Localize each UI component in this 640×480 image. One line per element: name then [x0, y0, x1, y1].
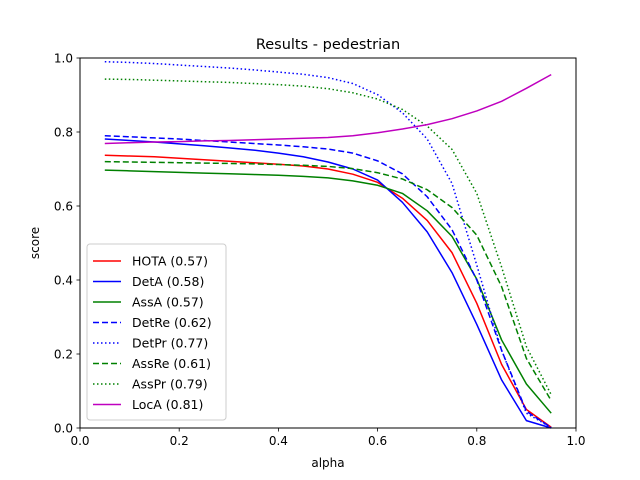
legend-entry-label: AssPr (0.79): [132, 377, 208, 392]
legend: HOTA (0.57) DetA (0.58) AssA (0.57) DetRe (…: [86, 243, 227, 421]
y-tick-label: 0.6: [54, 200, 73, 214]
x-tick-label: 0.6: [368, 434, 387, 448]
x-tick-label: 0.0: [70, 434, 89, 448]
series-line-5: [104, 160, 552, 402]
x-tick-label: 0.2: [170, 434, 189, 448]
x-tick-label: 1.0: [566, 434, 585, 448]
plot-lines: [104, 60, 552, 429]
chart-title: Results - pedestrian: [256, 37, 400, 53]
y-tick-label: 1.0: [54, 52, 73, 66]
legend-box: [86, 243, 227, 421]
legend-entry-label: LocA (0.81): [132, 397, 203, 412]
x-tick-label: 0.8: [467, 434, 486, 448]
x-tick-label: 0.4: [269, 434, 288, 448]
legend-entry-label: DetPr (0.77): [132, 336, 208, 351]
series-line-3: [104, 134, 552, 429]
x-axis-label: alpha: [311, 456, 344, 470]
y-axis-label: score: [28, 227, 42, 259]
series-line-1: [104, 138, 552, 429]
legend-entry-label: DetA (0.58): [132, 274, 204, 289]
y-tick-label: 0.4: [54, 274, 73, 288]
y-tick-label: 0.0: [54, 422, 73, 436]
y-axis: 0.0 0.2 0.4 0.6 0.8 1.0: [54, 52, 80, 436]
series-line-7: [104, 73, 552, 145]
plot-frame: [79, 57, 577, 429]
y-tick-label: 0.2: [54, 348, 73, 362]
y-tick-label: 0.8: [54, 126, 73, 140]
legend-entry-label: AssRe (0.61): [132, 356, 211, 371]
series-line-0: [104, 154, 552, 428]
x-axis: 0.0 0.2 0.4 0.6 0.8 1.0: [70, 428, 586, 448]
legend-entry-label: AssA (0.57): [132, 295, 204, 310]
legend-entry-label: HOTA (0.57): [132, 254, 208, 269]
legend-entry-label: DetRe (0.62): [132, 315, 212, 330]
